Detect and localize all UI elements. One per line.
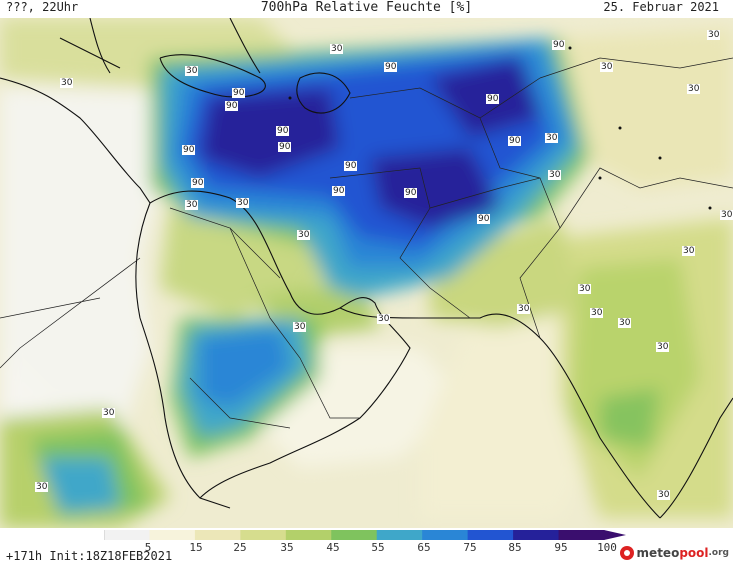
colorbar-tick-label: 45 bbox=[326, 541, 340, 554]
colorbar-tick-label: 25 bbox=[233, 541, 247, 554]
contour-30-label: 30 bbox=[656, 342, 670, 352]
logo-text-main: meteo bbox=[636, 546, 680, 560]
map-canvas bbox=[0, 18, 733, 528]
logo-text-suffix: .org bbox=[708, 548, 729, 558]
contour-30-label: 30 bbox=[293, 322, 307, 332]
contour-30-label: 30 bbox=[185, 66, 199, 76]
colorbar-cell bbox=[149, 530, 196, 540]
contour-30-label: 30 bbox=[102, 408, 116, 418]
contour-30-label: 30 bbox=[517, 304, 531, 314]
contour-90-label: 90 bbox=[232, 88, 246, 98]
islands bbox=[288, 46, 712, 210]
run-info: +171h Init:18Z18FEB2021 bbox=[6, 549, 173, 563]
colorbar-tick-label: 100 bbox=[597, 541, 617, 554]
contour-30-label: 30 bbox=[600, 62, 614, 72]
colorbar-cell bbox=[558, 530, 605, 540]
contour-90-label: 90 bbox=[552, 40, 566, 50]
contour-90-label: 90 bbox=[191, 178, 205, 188]
contour-90-label: 90 bbox=[508, 136, 522, 146]
contour-30-label: 30 bbox=[297, 230, 311, 240]
colorbar-cell bbox=[467, 530, 514, 540]
contour-30-label: 30 bbox=[545, 133, 559, 143]
forecast-time-label: ???, 22Uhr bbox=[6, 0, 79, 14]
contour-90-label: 90 bbox=[276, 126, 290, 136]
colorbar-cell bbox=[513, 530, 560, 540]
contour-30-label: 30 bbox=[682, 246, 696, 256]
map-title: 700hPa Relative Feuchte [%] bbox=[260, 0, 473, 15]
contour-90-label: 90 bbox=[182, 145, 196, 155]
humidity-field bbox=[0, 18, 733, 528]
title-bar: ???, 22Uhr 700hPa Relative Feuchte [%] 2… bbox=[0, 0, 733, 18]
contour-30-label: 30 bbox=[185, 200, 199, 210]
contour-30-label: 30 bbox=[330, 44, 344, 54]
contour-30-label: 30 bbox=[707, 30, 721, 40]
contour-30-label: 30 bbox=[548, 170, 562, 180]
contour-30-label: 30 bbox=[687, 84, 701, 94]
colorbar-cell bbox=[194, 530, 241, 540]
contour-30-label: 30 bbox=[35, 482, 49, 492]
contour-90-label: 90 bbox=[344, 161, 358, 171]
contour-90-label: 90 bbox=[477, 214, 491, 224]
colorbar-high-arrow bbox=[604, 530, 626, 540]
contour-30-label: 30 bbox=[720, 210, 733, 220]
colorbar-tick-label: 55 bbox=[371, 541, 385, 554]
colorbar-tick-label: 65 bbox=[417, 541, 431, 554]
contour-30-label: 30 bbox=[590, 308, 604, 318]
colorbar-tick-label: 95 bbox=[554, 541, 568, 554]
humidity-map: 30 30 30 30 30 30 30 30 30 30 30 30 30 30 30 30 30 30 30 30… bbox=[0, 18, 733, 528]
colorbar-tick-label: 5 bbox=[144, 541, 152, 554]
contour-90-label: 90 bbox=[404, 188, 418, 198]
colorbar bbox=[104, 530, 626, 540]
colorbar-tick-label: 85 bbox=[508, 541, 522, 554]
colorbar-cell bbox=[331, 530, 378, 540]
contour-30-label: 30 bbox=[377, 314, 391, 324]
colorbar-tick-label: 35 bbox=[280, 541, 294, 554]
contour-30-label: 30 bbox=[60, 78, 74, 88]
country-borders bbox=[0, 57, 733, 429]
logo-text-accent: pool bbox=[679, 546, 709, 560]
contour-90-label: 90 bbox=[332, 186, 346, 196]
forecast-date: 25. Februar 2021 bbox=[603, 0, 719, 14]
colorbar-cell bbox=[285, 530, 332, 540]
colorbar-cell bbox=[376, 530, 423, 540]
colorbar-cell bbox=[422, 530, 469, 540]
contour-90-label: 90 bbox=[384, 62, 398, 72]
contour-30-label: 30 bbox=[618, 318, 632, 328]
coastlines bbox=[0, 18, 733, 519]
colorbar-tick-label: 15 bbox=[189, 541, 203, 554]
contour-90-label: 90 bbox=[225, 101, 239, 111]
contour-90-label: 90 bbox=[278, 142, 292, 152]
contour-30-label: 30 bbox=[236, 198, 250, 208]
colorbar-cell bbox=[104, 530, 150, 540]
meteopool-logo: meteo pool .org bbox=[619, 546, 729, 560]
contour-30-label: 30 bbox=[657, 490, 671, 500]
contour-90-label: 90 bbox=[486, 94, 500, 104]
colorbar-tick-label: 75 bbox=[463, 541, 477, 554]
contour-30-label: 30 bbox=[578, 284, 592, 294]
colorbar-cell bbox=[240, 530, 287, 540]
logo-icon bbox=[619, 546, 634, 560]
